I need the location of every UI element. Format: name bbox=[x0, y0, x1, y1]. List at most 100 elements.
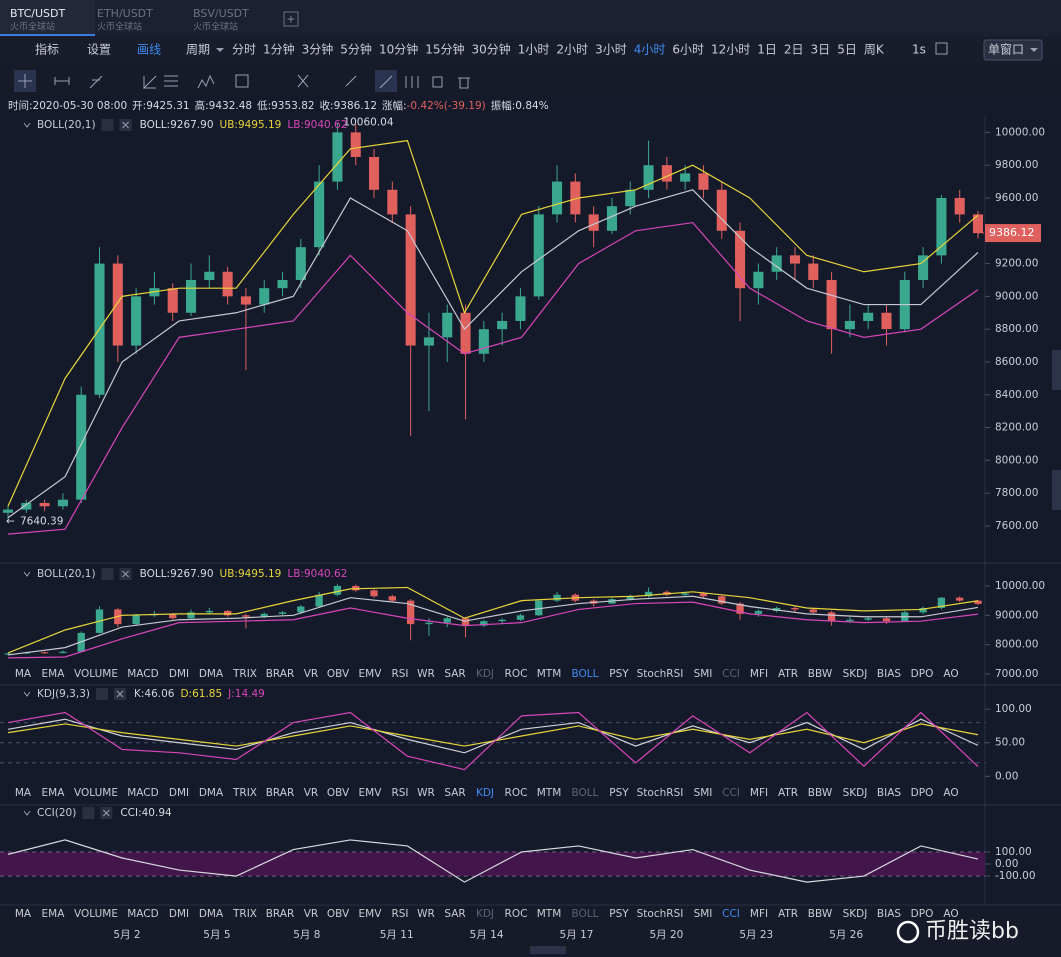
indicator-button[interactable]: AO bbox=[943, 668, 958, 680]
indicator-button[interactable]: RSI bbox=[391, 787, 408, 799]
interval[interactable]: 周K bbox=[864, 43, 885, 57]
interval[interactable]: 4小时 bbox=[634, 43, 666, 57]
indicator-button[interactable]: BBW bbox=[808, 787, 833, 799]
indicator-button[interactable]: SKDJ bbox=[843, 908, 868, 920]
interval[interactable]: 3分钟 bbox=[302, 42, 334, 57]
indicator-button[interactable]: SMI bbox=[694, 908, 713, 920]
indicator-button[interactable]: SMI bbox=[694, 668, 713, 680]
indicator-button[interactable]: KDJ bbox=[476, 787, 494, 799]
side-handle-2[interactable] bbox=[1052, 350, 1061, 390]
indicator-button[interactable]: DMI bbox=[169, 908, 189, 920]
bottom-handle[interactable] bbox=[530, 946, 566, 954]
indicator-button[interactable]: EMV bbox=[359, 908, 383, 920]
indicator-button[interactable]: PSY bbox=[609, 787, 629, 799]
indicator-button[interactable]: MTM bbox=[537, 668, 562, 680]
legend-settings[interactable] bbox=[101, 119, 114, 131]
indicator-button[interactable]: BIAS bbox=[877, 668, 901, 680]
indicator-button[interactable]: SMI bbox=[694, 787, 713, 799]
indicator-button[interactable]: WR bbox=[417, 787, 435, 799]
indicator-button[interactable]: VR bbox=[304, 668, 318, 680]
indicator-button[interactable]: BOLL bbox=[572, 787, 599, 799]
indicator-button[interactable]: StochRSI bbox=[637, 908, 684, 920]
indicator-button[interactable]: TRIX bbox=[232, 668, 257, 680]
indicator-button[interactable]: DPO bbox=[911, 908, 934, 920]
indicator-button[interactable]: ATR bbox=[778, 668, 798, 680]
indicator-button[interactable]: VOLUME bbox=[74, 787, 118, 799]
indicator-button[interactable]: BIAS bbox=[877, 787, 901, 799]
add-tab[interactable] bbox=[283, 11, 299, 27]
indicator-button[interactable]: StochRSI bbox=[637, 787, 684, 799]
indicator-button[interactable]: BBW bbox=[808, 668, 833, 680]
interval[interactable]: 10分钟 bbox=[379, 42, 418, 57]
indicator-button[interactable]: BIAS bbox=[877, 908, 901, 920]
indicator-button[interactable]: BBW bbox=[808, 908, 833, 920]
indicator-button[interactable]: CCI bbox=[722, 787, 740, 799]
indicator-button[interactable]: CCI bbox=[722, 908, 740, 920]
indicator-button[interactable]: SAR bbox=[444, 668, 465, 680]
interval[interactable]: 2日 bbox=[784, 43, 804, 57]
tab-pair[interactable]: ETH/USDT bbox=[97, 7, 153, 20]
indicator-button[interactable]: VOLUME bbox=[74, 908, 118, 920]
interval[interactable]: 1分钟 bbox=[263, 42, 295, 57]
indicator-button[interactable]: EMA bbox=[42, 668, 66, 680]
indicator-button[interactable]: ROC bbox=[505, 908, 528, 920]
indicator-button[interactable]: DMI bbox=[169, 668, 189, 680]
indicator-button[interactable]: ATR bbox=[778, 908, 798, 920]
indicator-button[interactable]: PSY bbox=[609, 908, 629, 920]
interval[interactable]: 1小时 bbox=[518, 43, 550, 57]
indicator-button[interactable]: KDJ bbox=[476, 668, 494, 680]
indicator-button[interactable]: OBV bbox=[327, 787, 350, 799]
window-button[interactable] bbox=[983, 39, 1043, 61]
toolbar-button[interactable]: 指标 bbox=[35, 42, 59, 57]
legend-settings[interactable] bbox=[95, 688, 108, 700]
indicator-button[interactable]: DMA bbox=[199, 908, 224, 920]
indicator-button[interactable]: DMA bbox=[199, 787, 224, 799]
interval[interactable]: 30分钟 bbox=[472, 42, 511, 57]
interval[interactable]: 15分钟 bbox=[425, 42, 464, 57]
interval[interactable]: 分时 bbox=[232, 43, 256, 57]
indicator-button[interactable]: VR bbox=[304, 908, 318, 920]
indicator-button[interactable]: RSI bbox=[391, 668, 408, 680]
indicator-button[interactable]: MFI bbox=[750, 787, 768, 799]
indicator-button[interactable]: EMA bbox=[42, 787, 66, 799]
indicator-button[interactable]: DPO bbox=[911, 668, 934, 680]
indicator-button[interactable]: EMV bbox=[359, 787, 383, 799]
indicator-button[interactable]: WR bbox=[417, 668, 435, 680]
interval[interactable]: 12小时 bbox=[711, 43, 750, 57]
indicator-button[interactable]: ROC bbox=[505, 668, 528, 680]
interval[interactable]: 5日 bbox=[837, 43, 857, 57]
legend-settings[interactable] bbox=[101, 568, 114, 580]
interval[interactable]: 1日 bbox=[757, 43, 777, 57]
tab-pair[interactable]: BSV/USDT bbox=[193, 7, 249, 20]
toolbar-button[interactable]: 设置 bbox=[87, 43, 111, 57]
legend-settings[interactable] bbox=[82, 807, 95, 819]
indicator-button[interactable]: BRAR bbox=[266, 787, 295, 799]
indicator-button[interactable]: StochRSI bbox=[637, 668, 684, 680]
indicator-button[interactable]: MACD bbox=[127, 908, 158, 920]
indicator-button[interactable]: RSI bbox=[391, 908, 408, 920]
interval[interactable]: 5分钟 bbox=[340, 42, 372, 57]
period-label[interactable]: 周期 bbox=[186, 43, 210, 57]
indicator-button[interactable]: OBV bbox=[327, 908, 350, 920]
indicator-button[interactable]: MFI bbox=[750, 668, 768, 680]
indicator-button[interactable]: BRAR bbox=[266, 908, 295, 920]
indicator-button[interactable]: VOLUME bbox=[74, 668, 118, 680]
indicator-button[interactable]: ATR bbox=[778, 787, 798, 799]
interval[interactable]: 2小时 bbox=[556, 43, 588, 57]
interval[interactable]: 3日 bbox=[811, 43, 831, 57]
indicator-button[interactable]: BOLL bbox=[572, 668, 599, 680]
indicator-button[interactable]: AO bbox=[943, 787, 958, 799]
indicator-button[interactable]: SKDJ bbox=[843, 668, 868, 680]
tab-pair[interactable]: BTC/USDT bbox=[10, 7, 66, 20]
indicator-button[interactable]: DMA bbox=[199, 668, 224, 680]
indicator-button[interactable]: MA bbox=[15, 787, 32, 799]
indicator-button[interactable]: AO bbox=[943, 908, 958, 920]
indicator-button[interactable]: SKDJ bbox=[843, 787, 868, 799]
indicator-button[interactable]: EMA bbox=[42, 908, 66, 920]
indicator-button[interactable]: ROC bbox=[505, 787, 528, 799]
toolbar-button[interactable]: 画线 bbox=[137, 43, 161, 57]
indicator-button[interactable]: TRIX bbox=[232, 908, 257, 920]
indicator-button[interactable]: WR bbox=[417, 908, 435, 920]
indicator-button[interactable]: KDJ bbox=[476, 908, 494, 920]
indicator-button[interactable]: BRAR bbox=[266, 668, 295, 680]
